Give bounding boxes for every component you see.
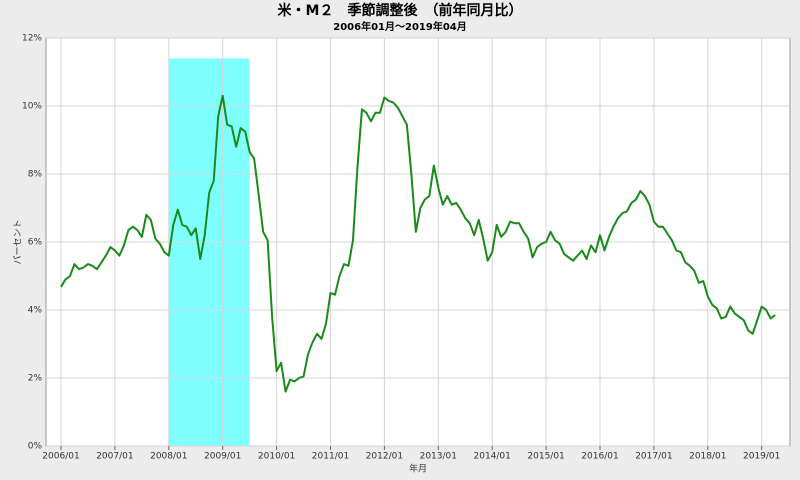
x-tick-label: 2015/01	[527, 452, 564, 462]
chart-subtitle: 2006年01月～2019年04月	[333, 20, 467, 33]
x-tick-label: 2017/01	[635, 452, 672, 462]
x-tick-label: 2019/01	[743, 452, 780, 462]
y-tick-label: 6%	[28, 238, 43, 248]
y-tick-label: 0%	[28, 442, 43, 452]
x-tick-label: 2011/01	[312, 452, 349, 462]
y-tick-label: 10%	[22, 102, 42, 112]
y-axis-label: パーセント	[13, 219, 24, 264]
x-tick-label: 2013/01	[420, 452, 457, 462]
x-tick-label: 2014/01	[474, 452, 511, 462]
y-tick-label: 12%	[22, 34, 42, 44]
x-tick-label: 2008/01	[150, 452, 187, 462]
y-tick-label: 4%	[28, 306, 43, 316]
x-tick-label: 2010/01	[258, 452, 295, 462]
data-line	[60, 94, 776, 393]
x-tick-label: 2016/01	[581, 452, 618, 462]
x-tick-label: 2009/01	[204, 452, 241, 462]
chart-title: 米・M２ 季節調整後 （前年同月比）	[278, 2, 523, 19]
x-axis-label: 年月	[409, 463, 427, 475]
x-tick-label: 2007/01	[96, 452, 133, 462]
recession-shade	[168, 58, 250, 447]
y-tick-label: 8%	[28, 170, 43, 180]
x-tick-label: 2018/01	[689, 452, 726, 462]
y-tick-label: 2%	[28, 374, 43, 384]
x-tick-label: 2006/01	[42, 452, 79, 462]
x-tick-label: 2012/01	[366, 452, 403, 462]
